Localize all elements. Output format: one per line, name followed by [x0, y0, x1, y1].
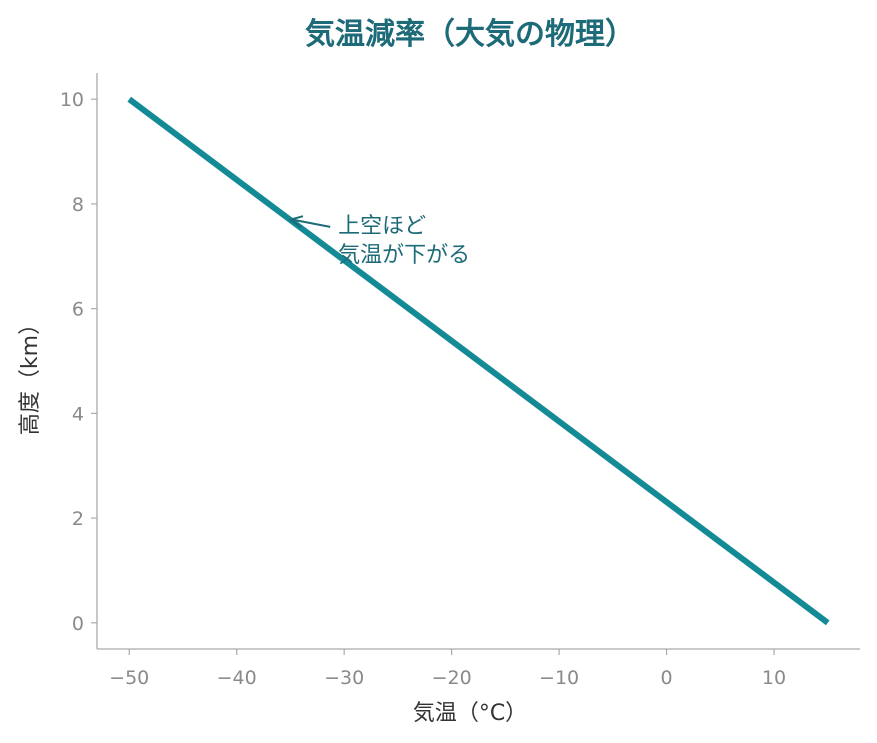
annotation-text-line: 上空ほど	[338, 214, 426, 239]
y-axis-label: 高度（km）	[18, 313, 43, 435]
y-tick-label: 4	[72, 403, 84, 425]
x-tick-label: −10	[539, 667, 579, 689]
x-tick-label: −30	[324, 667, 364, 689]
annotation-arrow-head	[288, 215, 304, 229]
y-tick-label: 6	[72, 299, 84, 321]
x-tick-label: −20	[432, 667, 472, 689]
x-tick-label: −40	[217, 667, 257, 689]
x-tick-label: 0	[661, 667, 673, 689]
y-tick-label: 8	[72, 194, 84, 216]
x-axis-label: 気温（°C）	[413, 701, 527, 726]
annotation-text-line: 気温が下がる	[338, 243, 470, 268]
series-line	[127, 96, 830, 626]
annotation-arrow-line	[292, 218, 331, 228]
x-tick-label: −50	[109, 667, 149, 689]
y-tick-label: 10	[60, 89, 84, 111]
y-tick-label: 2	[72, 508, 84, 530]
x-tick-label: 10	[762, 667, 786, 689]
chart-title: 気温減率（大気の物理）	[305, 17, 635, 52]
y-tick-label: 0	[72, 613, 84, 635]
